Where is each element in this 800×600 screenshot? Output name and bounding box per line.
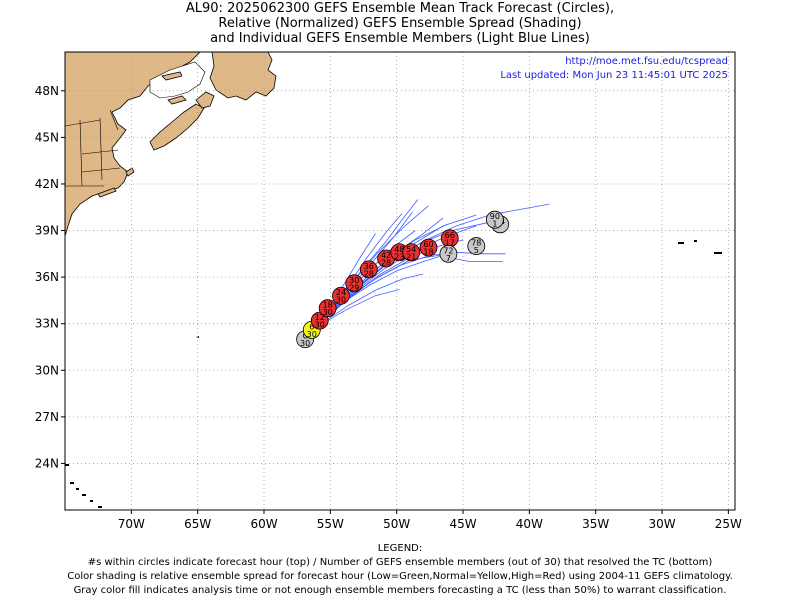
- lon-tick-label: 65W: [184, 517, 211, 531]
- lon-tick-label: 60W: [250, 517, 277, 531]
- track-circle-fill: [332, 286, 350, 305]
- forecast-map: 0306301230183024303029362842284823542160…: [35, 51, 742, 531]
- title-line-2: Relative (Normalized) GEFS Ensemble Spre…: [218, 16, 582, 31]
- member-count: 23: [394, 252, 404, 261]
- lat-tick-labels: 48N 45N 42N 39N 36N 33N 30N 27N 24N: [35, 84, 65, 470]
- lon-tick-label: 35W: [582, 517, 609, 531]
- member-count: 30: [315, 321, 325, 330]
- forecast-hour: 12: [315, 313, 325, 322]
- land-layer: [65, 52, 722, 508]
- ocean-area: [65, 52, 735, 510]
- forecast-hour: 6: [309, 322, 314, 331]
- lat-tick-label: 33N: [35, 317, 59, 331]
- track-circle-fill: [485, 210, 504, 229]
- legend-heading: LEGEND:: [377, 543, 423, 554]
- forecast-hour: 48: [394, 245, 404, 254]
- member-count: 17: [445, 238, 455, 247]
- member-count: 30: [336, 296, 346, 305]
- title-line-3: and Individual GEFS Ensemble Members (Li…: [210, 31, 590, 46]
- legend-line-2: Color shading is relative ensemble sprea…: [67, 571, 733, 582]
- member-count: 30: [307, 330, 317, 339]
- lon-tick-label: 40W: [516, 517, 543, 531]
- lat-tick-label: 39N: [35, 224, 59, 238]
- lat-tick-label: 42N: [35, 177, 59, 191]
- source-url[interactable]: http://moe.met.fsu.edu/tcspread: [565, 56, 728, 67]
- forecast-hour: 90: [490, 212, 500, 221]
- member-count: 7: [446, 254, 451, 263]
- state-borders: [65, 109, 121, 187]
- track-circle-fill: [402, 243, 421, 262]
- land-cape-breton: [195, 91, 215, 109]
- land-bahamas: [65, 464, 102, 508]
- land-anticosti: [161, 71, 183, 81]
- forecast-hour: 60: [423, 240, 433, 249]
- track-circle: 785: [467, 237, 486, 255]
- member-count: 30: [300, 339, 310, 348]
- track-circle-fill: [318, 299, 337, 318]
- forecast-hour: 54: [406, 245, 416, 254]
- forecast-hour: 72: [443, 246, 453, 255]
- land-cape-cod: [125, 167, 135, 177]
- member-count: 28: [364, 269, 374, 278]
- last-updated: Last updated: Mon Jun 23 11:45:01 UTC 20…: [500, 70, 728, 81]
- forecast-hour: 24: [336, 288, 346, 297]
- forecast-hour: 0: [303, 332, 308, 341]
- member-count: 30: [323, 308, 333, 317]
- forecast-hour: 78: [471, 239, 481, 248]
- track-circle-fill: [419, 238, 438, 257]
- land-azores: [678, 240, 722, 254]
- lon-tick-label: 25W: [715, 517, 742, 531]
- lon-tick-label: 45W: [449, 517, 476, 531]
- map-frame: [64, 51, 736, 511]
- member-count: 21: [406, 252, 416, 261]
- mean-track: 0306301230183024303029362842284823542160…: [296, 210, 510, 348]
- track-circle-fill: [359, 260, 378, 279]
- member-count: 1: [492, 220, 497, 229]
- lon-tick-label: 50W: [383, 517, 410, 531]
- track-circle: 727: [439, 244, 458, 263]
- land-newfoundland: [209, 52, 277, 101]
- forecast-hour: 30: [349, 276, 359, 285]
- land-nova-scotia: [149, 103, 205, 151]
- lat-tick-label: 48N: [35, 84, 59, 98]
- lon-tick-label: 70W: [118, 517, 145, 531]
- lon-tick-labels: 70W 65W 60W 55W 50W 45W 40W 35W 30W 25W: [118, 510, 742, 531]
- title-line-1: AL90: 2025062300 GEFS Ensemble Mean Trac…: [185, 1, 615, 16]
- forecast-hour: 18: [323, 301, 333, 310]
- lat-tick-label: 36N: [35, 270, 59, 284]
- member-count: 5: [474, 246, 479, 255]
- land-long-island: [97, 187, 117, 198]
- track-circle-fill: [439, 244, 458, 263]
- forecast-hour: 66: [445, 231, 455, 240]
- lat-tick-label: 45N: [35, 130, 59, 144]
- forecast-hour: 36: [364, 262, 374, 271]
- lat-tick-label: 24N: [35, 456, 59, 470]
- lat-tick-label: 30N: [35, 363, 59, 377]
- track-circle-fill: [467, 237, 486, 255]
- track-circle-fill: [345, 274, 364, 293]
- lon-tick-label: 55W: [317, 517, 344, 531]
- member-count: 18: [423, 248, 433, 257]
- land-pei: [167, 95, 187, 105]
- lat-tick-label: 27N: [35, 410, 59, 424]
- forecast-hour: 42: [381, 251, 391, 260]
- legend-line-1: #s within circles indicate forecast hour…: [87, 557, 713, 568]
- member-count: 29: [349, 283, 359, 292]
- member-count: 28: [381, 258, 391, 267]
- track-circle: 901: [485, 210, 504, 229]
- legend-line-3: Gray color fill indicates analysis time …: [73, 585, 727, 596]
- gulf-st-lawrence: [149, 61, 206, 99]
- lon-tick-label: 30W: [648, 517, 675, 531]
